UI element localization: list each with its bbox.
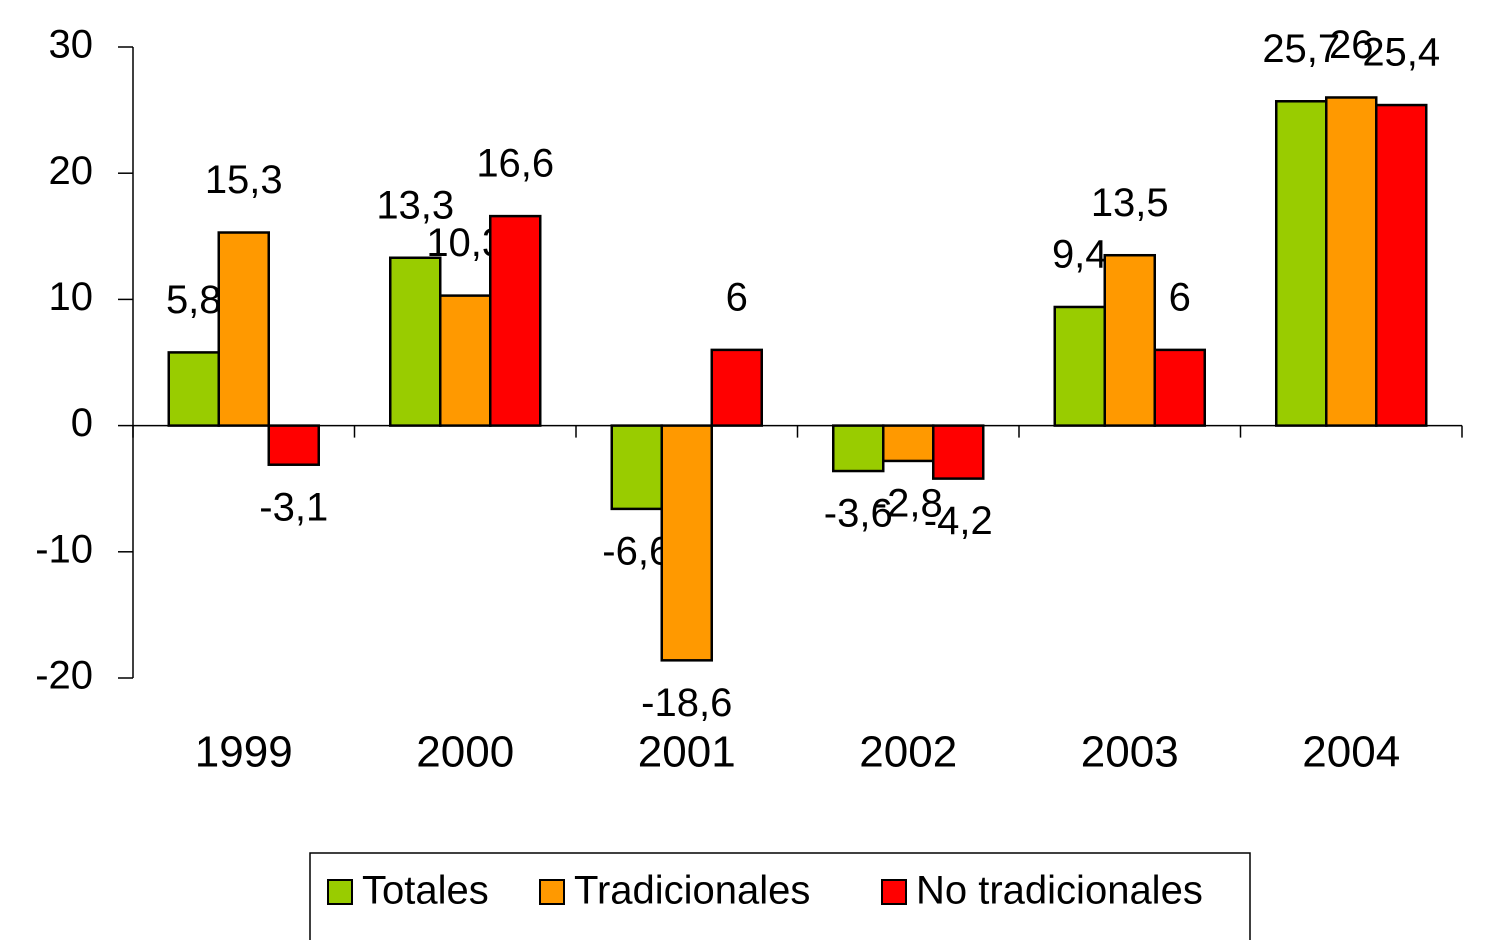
bar: [710, 348, 763, 427]
legend-swatch: [327, 879, 353, 905]
value-label: -2,8: [874, 481, 943, 525]
y-tick-label: 30: [49, 23, 94, 67]
x-tick-label: 2003: [1081, 728, 1179, 777]
y-tick-label: 10: [49, 275, 94, 319]
bar: [389, 256, 442, 427]
bar: [832, 424, 885, 473]
value-label: 25,4: [1362, 31, 1440, 75]
value-label: 15,3: [205, 158, 283, 202]
x-tick-label: 2004: [1302, 728, 1400, 777]
legend-swatch: [881, 879, 907, 905]
bar: [1103, 253, 1156, 427]
bar: [610, 424, 663, 511]
value-label: 6: [1169, 275, 1191, 319]
value-label: 9,4: [1052, 233, 1108, 277]
value-label: 6: [726, 275, 748, 319]
bar: [882, 424, 935, 463]
y-tick-label: -10: [35, 527, 93, 571]
value-label: 26: [1329, 23, 1374, 67]
value-label: 25,7: [1262, 27, 1340, 71]
legend-box: [309, 852, 1251, 940]
bar: [489, 214, 542, 427]
legend-label: Totales: [362, 869, 489, 913]
legend-label: Tradicionales: [574, 869, 810, 913]
value-label: -18,6: [641, 681, 732, 725]
bar: [1275, 100, 1328, 427]
value-label: -6,6: [602, 529, 671, 573]
x-tick-label: 2002: [859, 728, 957, 777]
value-label: 5,8: [166, 278, 222, 322]
bar: [1375, 103, 1428, 427]
legend-swatch: [539, 879, 565, 905]
x-tick-label: 2000: [416, 728, 514, 777]
value-label: 13,5: [1091, 181, 1169, 225]
x-tick-label: 1999: [195, 728, 293, 777]
bar: [1153, 348, 1206, 427]
bar: [1053, 305, 1106, 427]
y-tick-label: 20: [49, 149, 94, 193]
bar: [1325, 96, 1378, 427]
value-label: -3,6: [824, 492, 893, 536]
value-label: -3,1: [259, 485, 328, 529]
bar: [167, 351, 220, 427]
bar: [267, 424, 320, 466]
y-tick-label: 0: [71, 401, 93, 445]
value-label: -4,2: [924, 499, 993, 543]
x-tick-label: 2001: [638, 728, 736, 777]
value-label: 13,3: [376, 183, 454, 227]
value-label: 16,6: [476, 142, 554, 186]
bar: [932, 424, 985, 480]
bar: [217, 231, 270, 427]
bar: [660, 424, 713, 662]
y-tick-label: -20: [35, 654, 93, 698]
bar: [439, 294, 492, 427]
legend-label: No tradicionales: [916, 869, 1203, 913]
